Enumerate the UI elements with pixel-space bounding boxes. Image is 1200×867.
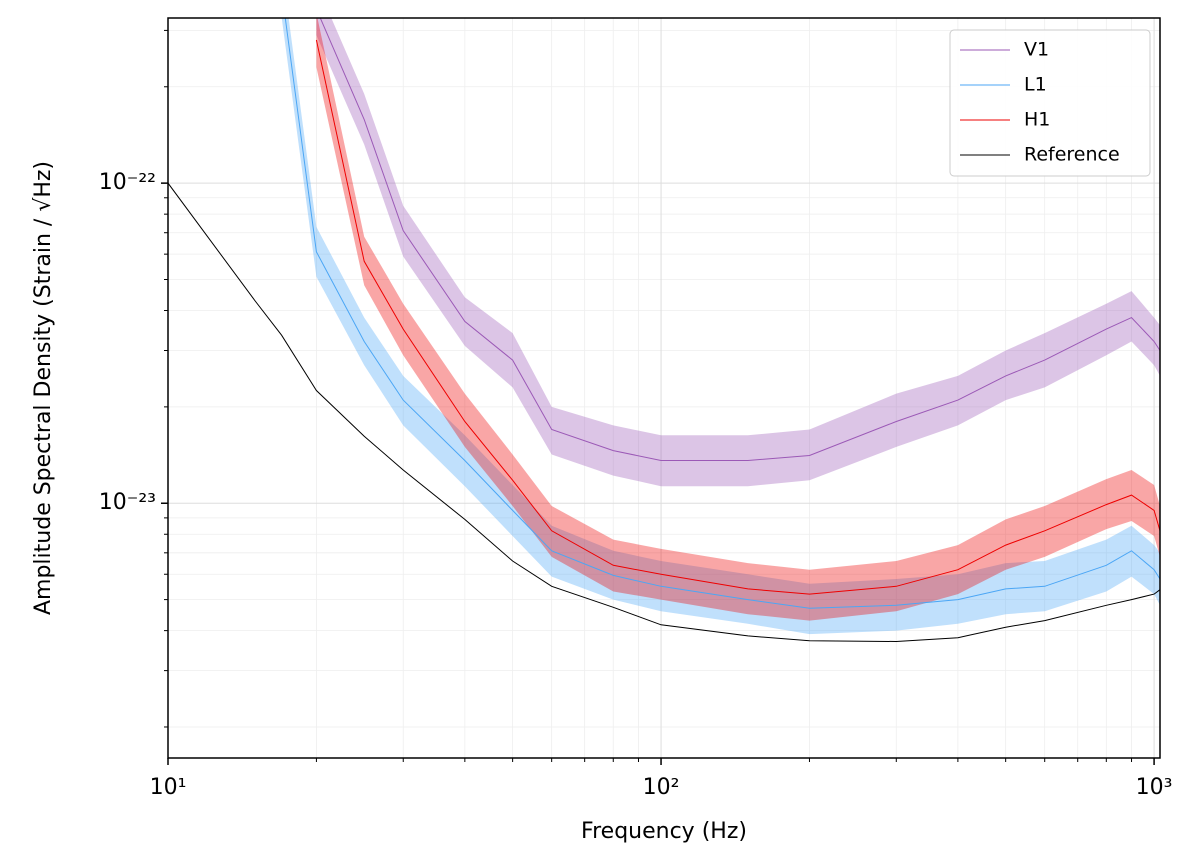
legend-label: L1: [1024, 74, 1047, 96]
legend-box: [949, 29, 1151, 177]
y-tick-label: 10⁻²³: [99, 490, 156, 515]
legend-label: H1: [1024, 109, 1050, 131]
legend: V1 L1 H1 Reference: [949, 29, 1151, 177]
legend-label: Reference: [1024, 144, 1120, 166]
series-line: [319, 18, 1160, 461]
plot-area: [168, 18, 1160, 643]
series-line: [284, 18, 1160, 609]
y-tick-label: 10⁻²²: [99, 170, 156, 195]
series-line: [315, 39, 1160, 595]
x-tick-label: 10¹: [150, 775, 187, 800]
legend-label: V1: [1024, 39, 1049, 61]
confidence-band: [316, 18, 1160, 487]
x-tick-label: 10³: [1136, 775, 1173, 800]
confidence-band: [281, 18, 1160, 635]
axes: 10¹ 10² 10³ 10⁻²³ 10⁻²²: [99, 29, 1173, 800]
series-line: [168, 182, 1160, 643]
x-tick-label: 10²: [643, 775, 680, 800]
y-axis-label: Amplitude Spectral Density (Strain / √Hz…: [31, 161, 56, 615]
axes-frame: [167, 17, 1161, 759]
x-axis-label: Frequency (Hz): [581, 819, 747, 844]
